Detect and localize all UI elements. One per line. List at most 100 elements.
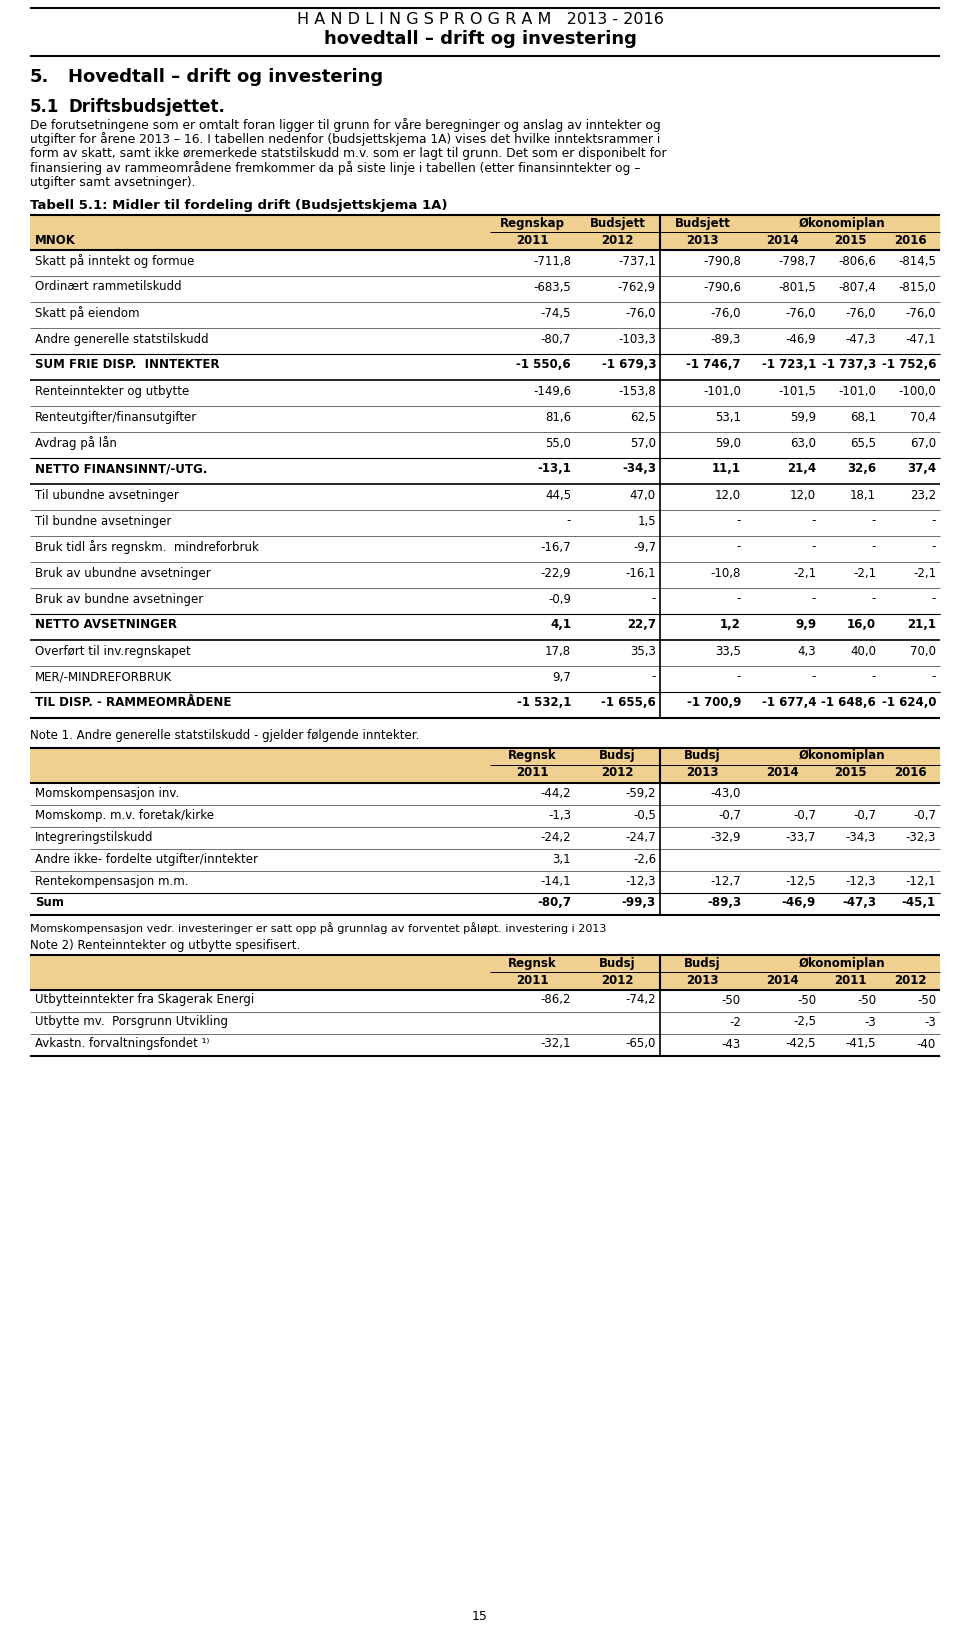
Text: -1 655,6: -1 655,6 [601, 697, 656, 710]
Text: -815,0: -815,0 [899, 281, 936, 294]
Text: Momskompensasjon vedr. investeringer er satt opp på grunnlag av forventet påløpt: Momskompensasjon vedr. investeringer er … [30, 922, 607, 935]
Text: -: - [811, 592, 816, 605]
Text: -13,1: -13,1 [538, 462, 571, 475]
Text: -153,8: -153,8 [618, 385, 656, 398]
Text: Økonomiplan: Økonomiplan [799, 217, 886, 230]
Text: -22,9: -22,9 [540, 566, 571, 579]
Text: -86,2: -86,2 [540, 994, 571, 1007]
Text: Utbytteinntekter fra Skagerak Energi: Utbytteinntekter fra Skagerak Energi [35, 994, 254, 1007]
Text: -100,0: -100,0 [899, 385, 936, 398]
Text: Avdrag på lån: Avdrag på lån [35, 436, 117, 450]
Text: 4,3: 4,3 [798, 645, 816, 658]
Text: 9,7: 9,7 [552, 671, 571, 684]
Text: -1 624,0: -1 624,0 [881, 697, 936, 710]
Text: Note 1. Andre generelle statstilskudd - gjelder følgende inntekter.: Note 1. Andre generelle statstilskudd - … [30, 730, 420, 743]
Text: 2011: 2011 [516, 767, 549, 780]
Text: -101,0: -101,0 [703, 385, 741, 398]
Text: NETTO AVSETNINGER: NETTO AVSETNINGER [35, 619, 177, 632]
Text: -50: -50 [917, 994, 936, 1007]
Text: Renteutgifter/finansutgifter: Renteutgifter/finansutgifter [35, 411, 197, 423]
Text: 55,0: 55,0 [545, 436, 571, 449]
Text: -2,5: -2,5 [793, 1015, 816, 1028]
Text: -: - [931, 592, 936, 605]
Text: -80,7: -80,7 [537, 896, 571, 909]
Text: 2012: 2012 [894, 974, 926, 986]
Text: 70,0: 70,0 [910, 645, 936, 658]
Text: -3: -3 [864, 1015, 876, 1028]
Text: -76,0: -76,0 [710, 307, 741, 320]
Text: -1 737,3: -1 737,3 [822, 359, 876, 372]
Text: 68,1: 68,1 [850, 411, 876, 423]
Text: 33,5: 33,5 [715, 645, 741, 658]
Text: -0,7: -0,7 [793, 808, 816, 821]
Text: -99,3: -99,3 [622, 896, 656, 909]
Text: -101,0: -101,0 [838, 385, 876, 398]
Text: Økonomiplan: Økonomiplan [799, 749, 886, 762]
Text: SUM FRIE DISP.  INNTEKTER: SUM FRIE DISP. INNTEKTER [35, 359, 220, 372]
Text: Bruk tidl års regnskm.  mindreforbruk: Bruk tidl års regnskm. mindreforbruk [35, 540, 259, 555]
Text: -9,7: -9,7 [633, 540, 656, 553]
Text: -89,3: -89,3 [710, 333, 741, 346]
Text: -: - [736, 671, 741, 684]
Text: 21,1: 21,1 [907, 619, 936, 632]
Text: 17,8: 17,8 [545, 645, 571, 658]
Text: -41,5: -41,5 [846, 1038, 876, 1051]
Text: Sum: Sum [35, 896, 64, 909]
Text: 62,5: 62,5 [630, 411, 656, 423]
Text: -34,3: -34,3 [846, 831, 876, 844]
Text: 44,5: 44,5 [545, 488, 571, 501]
Text: -74,2: -74,2 [625, 994, 656, 1007]
Text: 2012: 2012 [601, 233, 634, 246]
Text: -: - [931, 671, 936, 684]
Text: 5.1: 5.1 [30, 98, 60, 116]
Text: -40: -40 [917, 1038, 936, 1051]
Text: -24,7: -24,7 [625, 831, 656, 844]
Text: -74,5: -74,5 [540, 307, 571, 320]
Text: 59,9: 59,9 [790, 411, 816, 423]
Text: -24,2: -24,2 [540, 831, 571, 844]
Text: Bruk av ubundne avsetninger: Bruk av ubundne avsetninger [35, 566, 211, 579]
Text: -1 550,6: -1 550,6 [516, 359, 571, 372]
Text: -32,3: -32,3 [905, 831, 936, 844]
Text: -2: -2 [730, 1015, 741, 1028]
Text: -: - [872, 540, 876, 553]
Text: -80,7: -80,7 [540, 333, 571, 346]
Text: -1 723,1: -1 723,1 [761, 359, 816, 372]
Text: -12,1: -12,1 [905, 875, 936, 888]
Text: -: - [872, 514, 876, 527]
Text: 2011: 2011 [833, 974, 866, 986]
Bar [30, 747, 940, 782]
Text: Utbytte mv.  Porsgrunn Utvikling: Utbytte mv. Porsgrunn Utvikling [35, 1015, 228, 1028]
Text: -: - [931, 540, 936, 553]
Text: 23,2: 23,2 [910, 488, 936, 501]
Text: Regnsk: Regnsk [508, 956, 557, 969]
Text: -807,4: -807,4 [838, 281, 876, 294]
Text: 65,5: 65,5 [850, 436, 876, 449]
Text: -12,5: -12,5 [785, 875, 816, 888]
Text: -50: -50 [857, 994, 876, 1007]
Text: 70,4: 70,4 [910, 411, 936, 423]
Text: Budsj: Budsj [684, 956, 721, 969]
Text: Budsj: Budsj [599, 749, 636, 762]
Text: -: - [872, 592, 876, 605]
Text: -798,7: -798,7 [778, 255, 816, 268]
Text: -46,9: -46,9 [781, 896, 816, 909]
Text: -44,2: -44,2 [540, 787, 571, 800]
Text: 2016: 2016 [894, 233, 926, 246]
Text: form av skatt, samt ikke øremerkede statstilskudd m.v. som er lagt til grunn. De: form av skatt, samt ikke øremerkede stat… [30, 147, 666, 160]
Text: -737,1: -737,1 [618, 255, 656, 268]
Text: 2013: 2013 [686, 974, 719, 986]
Text: -814,5: -814,5 [899, 255, 936, 268]
Text: NETTO FINANSINNT/-UTG.: NETTO FINANSINNT/-UTG. [35, 462, 207, 475]
Text: -1 700,9: -1 700,9 [686, 697, 741, 710]
Text: -: - [736, 540, 741, 553]
Text: -1 746,7: -1 746,7 [686, 359, 741, 372]
Text: De forutsetningene som er omtalt foran ligger til grunn for våre beregninger og : De forutsetningene som er omtalt foran l… [30, 118, 660, 132]
Text: -65,0: -65,0 [626, 1038, 656, 1051]
Text: 2014: 2014 [766, 974, 799, 986]
Text: -: - [811, 540, 816, 553]
Text: 2015: 2015 [833, 233, 866, 246]
Text: -101,5: -101,5 [779, 385, 816, 398]
Text: 59,0: 59,0 [715, 436, 741, 449]
Text: Integreringstilskudd: Integreringstilskudd [35, 831, 154, 844]
